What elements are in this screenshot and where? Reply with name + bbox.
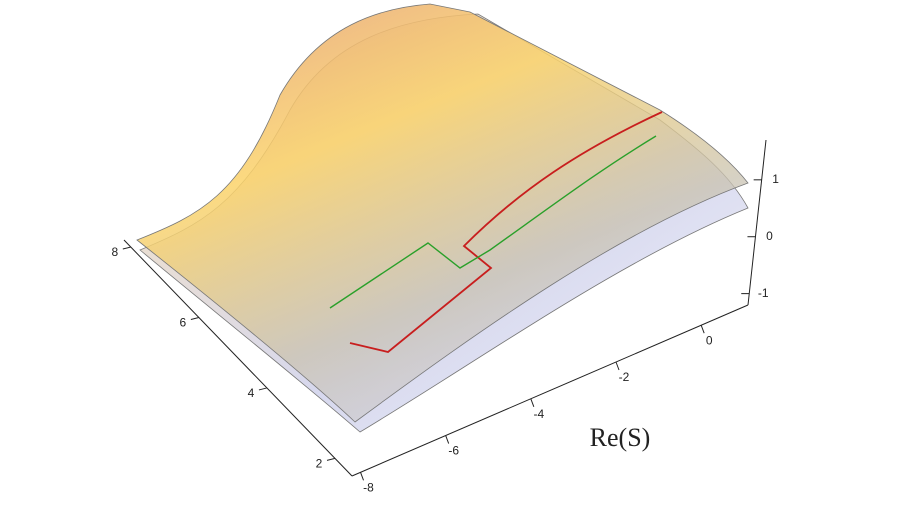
x-tick [700, 325, 705, 334]
z-tick-label: 0 [766, 229, 773, 243]
x-tick-label: -4 [534, 407, 545, 421]
y-tick-label: 8 [111, 245, 118, 259]
x-axis [351, 304, 749, 477]
z-tick-label: -1 [758, 286, 769, 300]
x-tick [615, 361, 620, 371]
y-tick [122, 246, 131, 250]
upper-sheet [136, 3, 749, 423]
x-tick [360, 472, 364, 481]
surfaces [136, 3, 749, 433]
y-tick [326, 457, 336, 461]
y-tick-label: 4 [248, 386, 255, 400]
green-curve [329, 135, 657, 309]
x-tick [530, 398, 535, 407]
x-tick-label: -8 [363, 480, 374, 494]
red-curve [349, 111, 663, 353]
x-tick-label: 0 [706, 333, 713, 347]
y-tick [190, 317, 199, 320]
y-tick-label: 6 [180, 316, 187, 330]
y-tick-label: 2 [316, 457, 323, 471]
y-tick [258, 387, 268, 391]
x-tick-label: -6 [448, 444, 459, 458]
x-axis-title: Re(S) [590, 423, 651, 452]
x-tick-label: -2 [619, 370, 630, 384]
z-axis [747, 139, 767, 306]
z-tick-label: 1 [772, 172, 779, 186]
y-axis [123, 239, 353, 477]
x-tick [445, 435, 450, 444]
